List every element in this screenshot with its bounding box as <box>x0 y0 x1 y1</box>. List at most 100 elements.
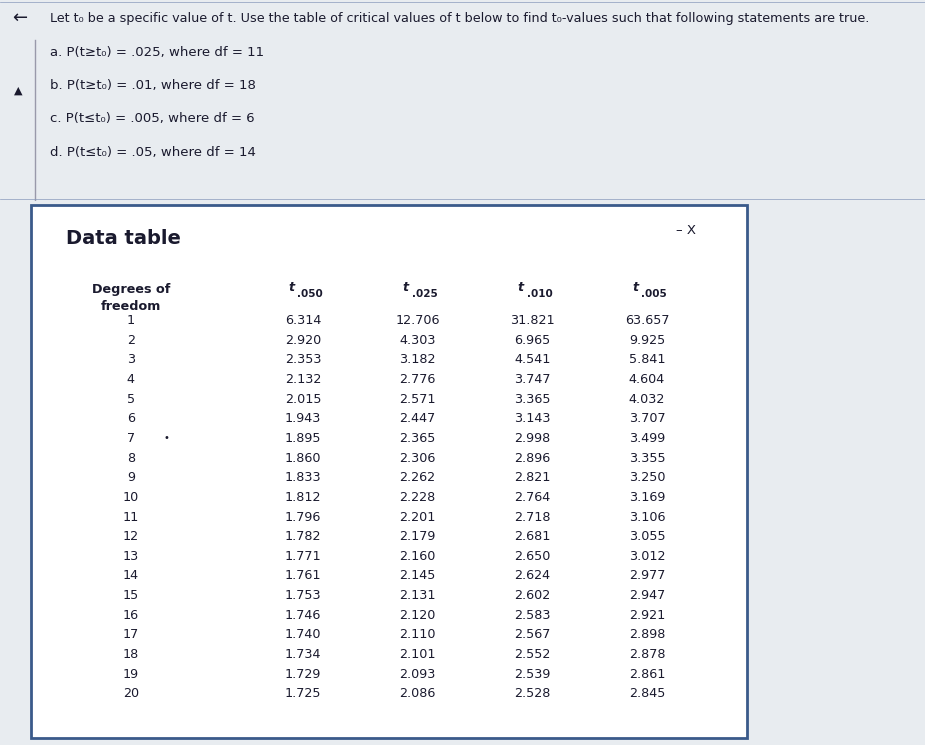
Text: 3.182: 3.182 <box>400 353 436 367</box>
Text: 2.447: 2.447 <box>400 412 436 425</box>
Text: 1.725: 1.725 <box>285 688 321 700</box>
Text: 13: 13 <box>123 550 139 562</box>
Text: 2.583: 2.583 <box>514 609 550 622</box>
Text: 2.201: 2.201 <box>400 510 436 524</box>
Text: 2.977: 2.977 <box>629 569 665 583</box>
Text: 2.571: 2.571 <box>400 393 436 405</box>
Text: 2: 2 <box>127 334 135 346</box>
Text: ▲: ▲ <box>14 86 22 95</box>
Text: 2.552: 2.552 <box>514 648 550 661</box>
Text: 3.106: 3.106 <box>629 510 665 524</box>
Text: 2.262: 2.262 <box>400 471 436 484</box>
Text: 1.761: 1.761 <box>285 569 321 583</box>
Text: 4.541: 4.541 <box>514 353 550 367</box>
Text: 2.845: 2.845 <box>629 688 665 700</box>
Text: 9.925: 9.925 <box>629 334 665 346</box>
Text: 3.143: 3.143 <box>514 412 550 425</box>
Text: 2.131: 2.131 <box>400 589 436 602</box>
Text: 1.771: 1.771 <box>285 550 321 562</box>
Text: 5: 5 <box>127 393 135 405</box>
Text: t: t <box>633 281 638 294</box>
Text: – X: – X <box>676 224 696 236</box>
Text: 2.160: 2.160 <box>400 550 436 562</box>
Text: 10: 10 <box>123 491 139 504</box>
Text: b. P(t≥t₀) = .01, where df = 18: b. P(t≥t₀) = .01, where df = 18 <box>50 79 256 92</box>
Text: 3.747: 3.747 <box>514 373 550 386</box>
Text: 3.055: 3.055 <box>629 530 665 543</box>
Text: 9: 9 <box>127 471 135 484</box>
Text: .025: .025 <box>412 288 438 299</box>
Text: 2.120: 2.120 <box>400 609 436 622</box>
Text: 1.753: 1.753 <box>285 589 321 602</box>
Text: Data table: Data table <box>67 229 181 248</box>
Text: 2.764: 2.764 <box>514 491 550 504</box>
Text: 1: 1 <box>127 314 135 327</box>
Text: 6: 6 <box>127 412 135 425</box>
Text: a. P(t≥t₀) = .025, where df = 11: a. P(t≥t₀) = .025, where df = 11 <box>50 45 265 59</box>
Text: 2.776: 2.776 <box>400 373 436 386</box>
Text: .010: .010 <box>526 288 552 299</box>
Text: 3.250: 3.250 <box>629 471 665 484</box>
Text: 63.657: 63.657 <box>624 314 670 327</box>
Text: •: • <box>163 434 169 443</box>
Text: t: t <box>289 281 294 294</box>
Text: 2.602: 2.602 <box>514 589 550 602</box>
Text: 2.093: 2.093 <box>400 668 436 681</box>
Text: ←: ← <box>12 9 27 27</box>
Text: 8: 8 <box>127 451 135 465</box>
Text: 2.110: 2.110 <box>400 629 436 641</box>
Text: 1.746: 1.746 <box>285 609 321 622</box>
Text: 4.032: 4.032 <box>629 393 665 405</box>
Text: 1.734: 1.734 <box>285 648 321 661</box>
Text: 4: 4 <box>127 373 135 386</box>
Text: 2.624: 2.624 <box>514 569 550 583</box>
Text: 4.303: 4.303 <box>400 334 436 346</box>
Text: 19: 19 <box>123 668 139 681</box>
Text: 15: 15 <box>123 589 139 602</box>
Text: 2.528: 2.528 <box>514 688 550 700</box>
Text: 2.539: 2.539 <box>514 668 550 681</box>
Text: 12: 12 <box>123 530 139 543</box>
Text: 2.998: 2.998 <box>514 432 550 445</box>
Text: 1.943: 1.943 <box>285 412 321 425</box>
Text: 2.898: 2.898 <box>629 629 665 641</box>
Text: d. P(t≤t₀) = .05, where df = 14: d. P(t≤t₀) = .05, where df = 14 <box>50 146 256 159</box>
Text: 2.896: 2.896 <box>514 451 550 465</box>
FancyBboxPatch shape <box>80 271 719 722</box>
Text: 1.782: 1.782 <box>285 530 321 543</box>
Text: 2.878: 2.878 <box>629 648 665 661</box>
Text: 2.650: 2.650 <box>514 550 550 562</box>
Text: 2.228: 2.228 <box>400 491 436 504</box>
Text: 16: 16 <box>123 609 139 622</box>
Text: 2.145: 2.145 <box>400 569 436 583</box>
Text: 3.355: 3.355 <box>629 451 665 465</box>
Text: 3: 3 <box>127 353 135 367</box>
Text: 20: 20 <box>123 688 139 700</box>
Text: 3.012: 3.012 <box>629 550 665 562</box>
Text: 2.947: 2.947 <box>629 589 665 602</box>
Text: 2.306: 2.306 <box>400 451 436 465</box>
Text: t: t <box>518 281 524 294</box>
Text: 1.833: 1.833 <box>285 471 321 484</box>
Text: 1.729: 1.729 <box>285 668 321 681</box>
Text: 2.920: 2.920 <box>285 334 321 346</box>
Text: .050: .050 <box>297 288 323 299</box>
Text: 18: 18 <box>123 648 139 661</box>
Text: 3.499: 3.499 <box>629 432 665 445</box>
Text: 6.314: 6.314 <box>285 314 321 327</box>
Text: 3.169: 3.169 <box>629 491 665 504</box>
Text: 2.921: 2.921 <box>629 609 665 622</box>
Text: 5.841: 5.841 <box>629 353 665 367</box>
Text: 1.740: 1.740 <box>285 629 321 641</box>
Text: 6.965: 6.965 <box>514 334 550 346</box>
Text: 2.365: 2.365 <box>400 432 436 445</box>
Text: 1.812: 1.812 <box>285 491 321 504</box>
Text: t: t <box>403 281 409 294</box>
Text: 4.604: 4.604 <box>629 373 665 386</box>
Text: 14: 14 <box>123 569 139 583</box>
Text: Degrees of
freedom: Degrees of freedom <box>92 283 170 313</box>
Text: 11: 11 <box>123 510 139 524</box>
FancyBboxPatch shape <box>31 205 747 738</box>
Text: 31.821: 31.821 <box>510 314 555 327</box>
Text: 3.707: 3.707 <box>629 412 665 425</box>
